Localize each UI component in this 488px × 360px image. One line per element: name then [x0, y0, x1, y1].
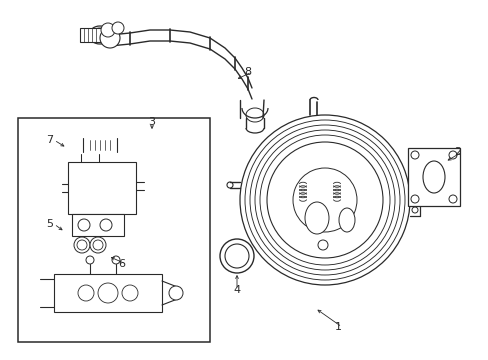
Circle shape: [410, 151, 418, 159]
Text: 7: 7: [46, 135, 54, 145]
Circle shape: [220, 239, 253, 273]
Circle shape: [411, 187, 417, 193]
Text: 3: 3: [148, 117, 155, 127]
Circle shape: [101, 23, 115, 37]
Text: 6: 6: [118, 259, 125, 269]
Text: 8: 8: [244, 67, 251, 77]
Text: 1: 1: [334, 322, 341, 332]
Circle shape: [224, 244, 248, 268]
Bar: [72, 214, 124, 236]
Circle shape: [448, 195, 456, 203]
Bar: [80, 28, 102, 42]
Circle shape: [448, 151, 456, 159]
Circle shape: [74, 237, 90, 253]
Bar: [18, 118, 209, 342]
Circle shape: [122, 285, 138, 301]
Bar: [68, 162, 136, 214]
Text: 2: 2: [453, 147, 461, 157]
Circle shape: [112, 256, 120, 264]
Ellipse shape: [422, 161, 444, 193]
Circle shape: [78, 219, 90, 231]
Circle shape: [93, 240, 103, 250]
Circle shape: [86, 256, 94, 264]
Circle shape: [112, 22, 124, 34]
Bar: [407, 148, 459, 206]
Circle shape: [98, 283, 118, 303]
Circle shape: [169, 286, 183, 300]
Text: 4: 4: [233, 285, 240, 295]
Circle shape: [77, 240, 87, 250]
Circle shape: [317, 240, 327, 250]
Circle shape: [411, 207, 417, 213]
Circle shape: [410, 195, 418, 203]
Circle shape: [100, 28, 120, 48]
Bar: [54, 274, 162, 312]
Ellipse shape: [338, 208, 354, 232]
Circle shape: [100, 219, 112, 231]
Ellipse shape: [305, 202, 328, 234]
Circle shape: [78, 285, 94, 301]
Text: 5: 5: [46, 219, 53, 229]
Circle shape: [90, 237, 106, 253]
